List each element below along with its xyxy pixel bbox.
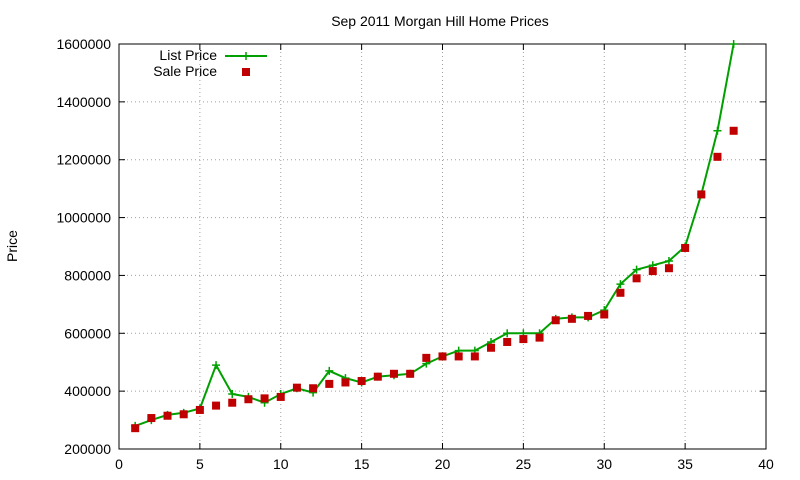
- sale-price-point: [551, 316, 560, 325]
- chart-title: Sep 2011 Morgan Hill Home Prices: [331, 13, 549, 29]
- x-tick-label: 20: [435, 456, 451, 472]
- sale-price-point: [438, 352, 447, 361]
- sale-price-point: [276, 392, 285, 401]
- list-price-point: [228, 390, 237, 399]
- sale-price-point: [713, 152, 722, 161]
- legend-marker-list-price: [242, 52, 250, 60]
- sale-price-point: [422, 353, 431, 362]
- grid: [119, 44, 766, 449]
- sale-price-point: [503, 337, 512, 346]
- y-axis-label: Price: [4, 230, 20, 262]
- y-tick-label: 1000000: [56, 210, 111, 226]
- sale-price-point: [357, 377, 366, 386]
- sale-price-point: [389, 369, 398, 378]
- sale-price-point: [212, 401, 221, 410]
- x-tick-label: 0: [115, 456, 123, 472]
- legend-marker-sale-price: [242, 68, 250, 76]
- list-price-point: [632, 265, 641, 274]
- sale-price-point: [567, 314, 576, 323]
- sale-price-point: [648, 267, 657, 276]
- sale-price-point: [519, 335, 528, 344]
- sale-price-point: [373, 372, 382, 381]
- sale-price-point: [292, 383, 301, 392]
- sale-price-point: [535, 333, 544, 342]
- sale-price-point: [147, 414, 156, 423]
- list-price-point: [503, 329, 512, 338]
- y-tick-label: 1400000: [56, 94, 111, 110]
- sale-price-point: [487, 343, 496, 352]
- y-tick-label: 600000: [64, 325, 111, 341]
- sale-price-point: [195, 405, 204, 414]
- list-price-point: [325, 366, 334, 375]
- y-tick-label: 400000: [64, 383, 111, 399]
- legend-label-sale-price: Sale Price: [153, 63, 217, 79]
- sale-price-point: [664, 264, 673, 273]
- x-tick-label: 10: [273, 456, 289, 472]
- x-tick-label: 35: [677, 456, 693, 472]
- list-price-line: [134, 43, 735, 427]
- axis-ticks: 200000 400000 600000 800000 1000000 1200000 14…: [56, 36, 774, 472]
- sale-price-point: [163, 411, 172, 420]
- sale-price-point: [600, 310, 609, 319]
- x-tick-label: 25: [516, 456, 532, 472]
- sale-price-point: [325, 379, 334, 388]
- sale-price-point: [228, 398, 237, 407]
- y-tick-label: 200000: [64, 441, 111, 457]
- sale-price-point: [584, 311, 593, 320]
- list-price-point: [212, 361, 221, 370]
- y-tick-label: 1200000: [56, 152, 111, 168]
- x-tick-label: 30: [596, 456, 612, 472]
- sale-price-point: [681, 243, 690, 252]
- list-price-point: [664, 256, 673, 265]
- x-tick-label: 40: [758, 456, 774, 472]
- sale-price-point: [729, 126, 738, 135]
- sale-price-point: [260, 394, 269, 403]
- sale-price-point: [470, 352, 479, 361]
- sale-price-point: [616, 288, 625, 297]
- legend-label-list-price: List Price: [159, 47, 217, 63]
- sale-price-point: [454, 352, 463, 361]
- list-price-point: [616, 280, 625, 289]
- x-tick-label: 15: [354, 456, 370, 472]
- x-tick-label: 5: [196, 456, 204, 472]
- sale-price-point: [406, 369, 415, 378]
- sale-price-point: [697, 190, 706, 199]
- y-tick-label: 1600000: [56, 36, 111, 52]
- sale-price-point: [179, 410, 188, 419]
- series-layer: [131, 40, 738, 433]
- list-price-point: [713, 126, 722, 135]
- sale-price-point: [341, 378, 350, 387]
- y-tick-label: 800000: [64, 267, 111, 283]
- sale-price-point: [309, 384, 318, 393]
- sale-price-point: [632, 274, 641, 283]
- list-price-point: [729, 40, 738, 48]
- sale-price-point: [244, 395, 253, 404]
- sale-price-point: [131, 424, 140, 433]
